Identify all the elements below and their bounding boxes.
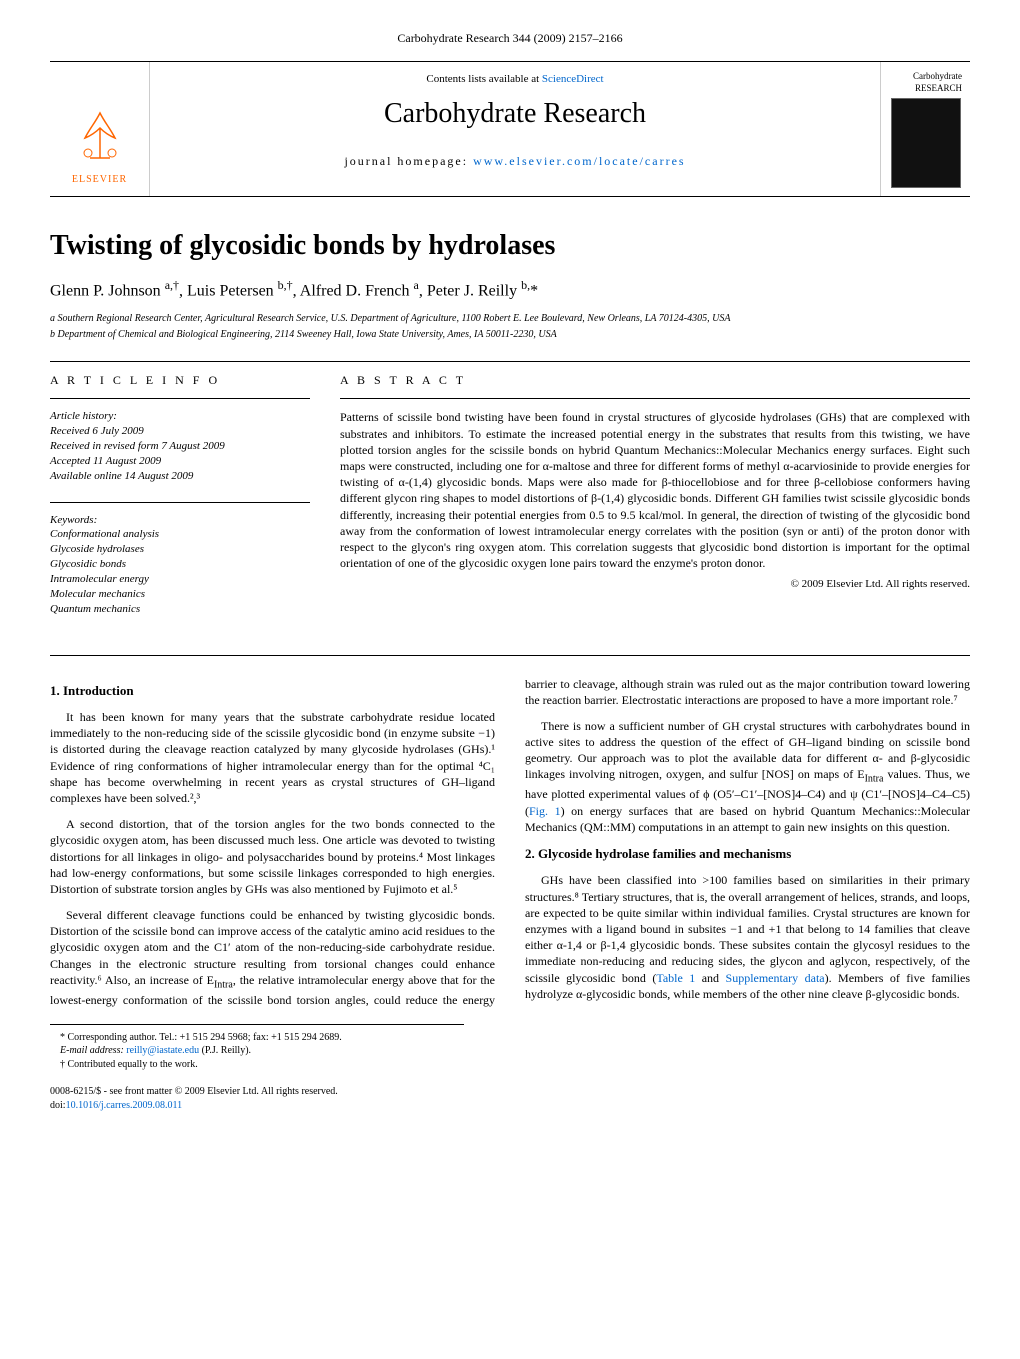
keyword-1: Conformational analysis: [50, 527, 310, 542]
homepage-prefix: journal homepage:: [344, 154, 473, 168]
journal-title: Carbohydrate Research: [170, 95, 860, 133]
contents-prefix: Contents lists available at: [426, 73, 541, 85]
history-revised: Received in revised form 7 August 2009: [50, 439, 310, 454]
homepage-link[interactable]: www.elsevier.com/locate/carres: [473, 154, 685, 168]
email-line: E-mail address: reilly@iastate.edu (P.J.…: [50, 1044, 464, 1058]
abstract-text: Patterns of scissile bond twisting have …: [340, 409, 970, 571]
doi-label: doi:: [50, 1100, 66, 1111]
s1-p4: There is now a sufficient number of GH c…: [525, 718, 970, 835]
history-label: Article history:: [50, 409, 310, 424]
masthead: ELSEVIER Contents lists available at Sci…: [50, 61, 970, 197]
supplementary-link[interactable]: Supplementary data: [726, 971, 825, 985]
masthead-center: Contents lists available at ScienceDirec…: [150, 62, 880, 196]
sciencedirect-link[interactable]: ScienceDirect: [542, 73, 604, 85]
publisher-name: ELSEVIER: [72, 173, 127, 187]
info-abstract-row: A R T I C L E I N F O Article history: R…: [50, 372, 970, 634]
section-2-title: 2. Glycoside hydrolase families and mech…: [525, 845, 970, 863]
copyright-line: © 2009 Elsevier Ltd. All rights reserved…: [340, 577, 970, 592]
keywords-label: Keywords:: [50, 513, 310, 528]
email-suffix: (P.J. Reilly).: [199, 1045, 251, 1056]
keyword-4: Intramolecular energy: [50, 572, 310, 587]
body-separator: [50, 655, 970, 656]
s2-p1-a: GHs have been classified into >100 famil…: [525, 873, 970, 984]
footnotes: * Corresponding author. Tel.: +1 515 294…: [50, 1024, 464, 1072]
keyword-5: Molecular mechanics: [50, 587, 310, 602]
affiliation-b: b Department of Chemical and Biological …: [50, 328, 970, 342]
keyword-6: Quantum mechanics: [50, 602, 310, 617]
affiliations: a Southern Regional Research Center, Agr…: [50, 312, 970, 341]
history-online: Available online 14 August 2009: [50, 469, 310, 484]
s2-p1: GHs have been classified into >100 famil…: [525, 872, 970, 1002]
s2-p1-b: and: [695, 971, 725, 985]
info-sep-2: [50, 502, 310, 503]
s1-p4-c: ) on energy surfaces that are based on h…: [525, 804, 970, 834]
keywords: Keywords: Conformational analysis Glycos…: [50, 513, 310, 617]
elsevier-tree-icon: [70, 108, 130, 168]
s1-p2: A second distortion, that of the torsion…: [50, 816, 495, 897]
cover-thumbnail: [891, 98, 961, 188]
journal-cover: Carbohydrate RESEARCH: [880, 62, 970, 196]
contributed-equally: † Contributed equally to the work.: [50, 1058, 464, 1072]
abstract-sep: [340, 398, 970, 399]
contents-line: Contents lists available at ScienceDirec…: [170, 72, 860, 87]
publisher-logo: ELSEVIER: [50, 62, 150, 196]
abstract-header: A B S T R A C T: [340, 372, 970, 388]
cover-label-1: Carbohydrate: [889, 70, 962, 82]
body-text: 1. Introduction It has been known for ma…: [50, 676, 970, 1010]
section-1-title: 1. Introduction: [50, 682, 495, 700]
affiliation-a: a Southern Regional Research Center, Agr…: [50, 312, 970, 326]
doi-line: doi:10.1016/j.carres.2009.08.011: [50, 1099, 970, 1113]
table-1-link[interactable]: Table 1: [656, 971, 695, 985]
info-sep-1: [50, 398, 310, 399]
keyword-3: Glycosidic bonds: [50, 557, 310, 572]
front-matter: 0008-6215/$ - see front matter © 2009 El…: [50, 1085, 970, 1112]
running-header: Carbohydrate Research 344 (2009) 2157–21…: [50, 30, 970, 46]
article-title: Twisting of glycosidic bonds by hydrolas…: [50, 227, 970, 265]
s1-p1: It has been known for many years that th…: [50, 709, 495, 806]
article-info: A R T I C L E I N F O Article history: R…: [50, 372, 310, 634]
email-label: E-mail address:: [60, 1045, 126, 1056]
doi-link[interactable]: 10.1016/j.carres.2009.08.011: [66, 1100, 183, 1111]
homepage-line: journal homepage: www.elsevier.com/locat…: [170, 153, 860, 169]
history-accepted: Accepted 11 August 2009: [50, 454, 310, 469]
fig-1-link[interactable]: Fig. 1: [529, 804, 561, 818]
corresponding-author: * Corresponding author. Tel.: +1 515 294…: [50, 1031, 464, 1045]
article-history: Article history: Received 6 July 2009 Re…: [50, 409, 310, 483]
abstract: A B S T R A C T Patterns of scissile bon…: [340, 372, 970, 634]
front-matter-text: 0008-6215/$ - see front matter © 2009 El…: [50, 1085, 970, 1099]
email-link[interactable]: reilly@iastate.edu: [126, 1045, 199, 1056]
history-received: Received 6 July 2009: [50, 424, 310, 439]
separator: [50, 361, 970, 362]
info-header: A R T I C L E I N F O: [50, 372, 310, 388]
authors: Glenn P. Johnson a,†, Luis Petersen b,†,…: [50, 277, 970, 302]
keyword-2: Glycoside hydrolases: [50, 542, 310, 557]
cover-label-2: RESEARCH: [889, 82, 962, 94]
